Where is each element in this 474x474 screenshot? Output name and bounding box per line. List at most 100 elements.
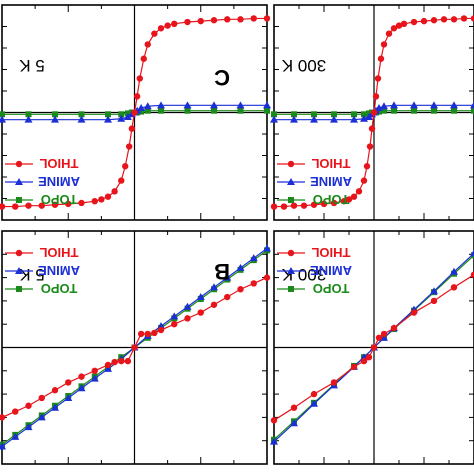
point-topo — [391, 107, 397, 114]
point-amine — [470, 101, 474, 109]
point-amine — [210, 101, 218, 109]
point-thiol — [365, 354, 373, 361]
point-amine — [157, 101, 165, 109]
panel-1: 300 KTOPOAMINETHIOL0-2000H (Oe) — [270, 0, 474, 221]
point-amine — [11, 432, 20, 440]
legend-marker-amine — [287, 267, 295, 274]
point-thiol — [151, 329, 158, 337]
point-thiol — [330, 379, 338, 386]
point-thiol — [370, 109, 378, 116]
point-amine — [77, 384, 86, 392]
point-amine — [430, 287, 438, 295]
point-amine — [450, 101, 458, 109]
point-topo — [78, 111, 85, 118]
point-topo — [331, 111, 337, 118]
point-amine — [90, 374, 99, 382]
point-topo — [184, 107, 191, 114]
point-amine — [270, 115, 278, 123]
point-thiol — [390, 25, 398, 32]
point-thiol — [91, 197, 98, 205]
point-amine — [183, 302, 192, 310]
point-topo — [138, 108, 145, 115]
point-amine — [64, 393, 73, 401]
point-thiol — [377, 55, 385, 62]
point-amine — [104, 115, 112, 123]
point-thiol — [374, 75, 382, 82]
point-thiol — [350, 363, 358, 371]
point-amine — [310, 115, 318, 123]
point-thiol — [65, 379, 72, 386]
point-thiol — [128, 125, 136, 132]
point-thiol — [355, 188, 363, 195]
point-topo — [351, 111, 357, 118]
temperature-label: 5 K — [19, 56, 45, 75]
point-amine — [365, 112, 373, 120]
point-topo — [271, 111, 277, 118]
point-thiol — [370, 344, 378, 351]
temperature-label: 300 K — [281, 56, 326, 75]
point-thiol — [118, 177, 125, 184]
point-thiol — [131, 344, 138, 351]
point-thiol — [410, 18, 418, 26]
point-thiol — [263, 274, 271, 281]
point-topo — [237, 107, 244, 114]
panel-2: 5 K B TOPO AMINE THIOL — [0, 230, 271, 465]
point-thiol — [144, 41, 151, 48]
legend-marker-thiol — [287, 160, 295, 168]
point-amine — [470, 249, 474, 257]
legend-marker-amine — [287, 178, 295, 185]
point-amine — [137, 104, 146, 112]
point-thiol — [51, 201, 59, 208]
point-amine — [123, 112, 132, 120]
point-thiol — [430, 17, 438, 24]
point-thiol — [430, 297, 438, 305]
point-thiol — [164, 22, 171, 29]
point-thiol — [171, 20, 178, 28]
point-topo — [311, 111, 317, 118]
point-thiol — [345, 196, 353, 203]
point-topo — [158, 107, 164, 114]
point-thiol — [25, 202, 32, 209]
point-thiol — [78, 373, 85, 380]
point-thiol — [363, 163, 371, 170]
point-topo — [0, 111, 5, 118]
point-amine — [24, 423, 33, 431]
legend-label-amine: AMINE — [310, 263, 352, 278]
legend-label-topo: TOPO — [313, 281, 350, 296]
point-thiol — [131, 109, 138, 116]
point-thiol — [380, 41, 388, 48]
point-topo — [25, 111, 32, 118]
point-thiol — [450, 16, 458, 23]
legend-marker-amine — [15, 267, 23, 274]
point-thiol — [0, 203, 6, 210]
point-thiol — [111, 188, 118, 195]
legend-label-thiol: THIOL — [39, 245, 78, 260]
point-amine — [360, 353, 368, 361]
point-thiol — [360, 357, 368, 365]
point-thiol — [38, 394, 45, 402]
point-topo — [451, 107, 457, 114]
point-thiol — [263, 15, 271, 22]
point-thiol — [184, 18, 191, 26]
point-thiol — [450, 284, 458, 291]
point-amine — [210, 283, 218, 291]
point-amine — [196, 293, 205, 301]
point-thiol — [470, 15, 474, 22]
point-thiol — [470, 271, 474, 278]
point-topo — [431, 107, 437, 114]
point-amine — [37, 413, 46, 421]
point-thiol — [25, 402, 32, 409]
point-thiol — [38, 202, 45, 209]
point-topo — [381, 107, 387, 114]
point-thiol — [140, 55, 147, 62]
point-thiol — [360, 177, 368, 184]
point-thiol — [78, 199, 85, 207]
point-thiol — [133, 93, 141, 100]
point-thiol — [395, 22, 403, 29]
legend-marker-topo — [288, 286, 294, 292]
point-thiol — [330, 199, 338, 207]
legend-label-amine: AMINE — [38, 263, 80, 278]
point-thiol — [350, 193, 358, 200]
point-thiol — [98, 196, 105, 203]
